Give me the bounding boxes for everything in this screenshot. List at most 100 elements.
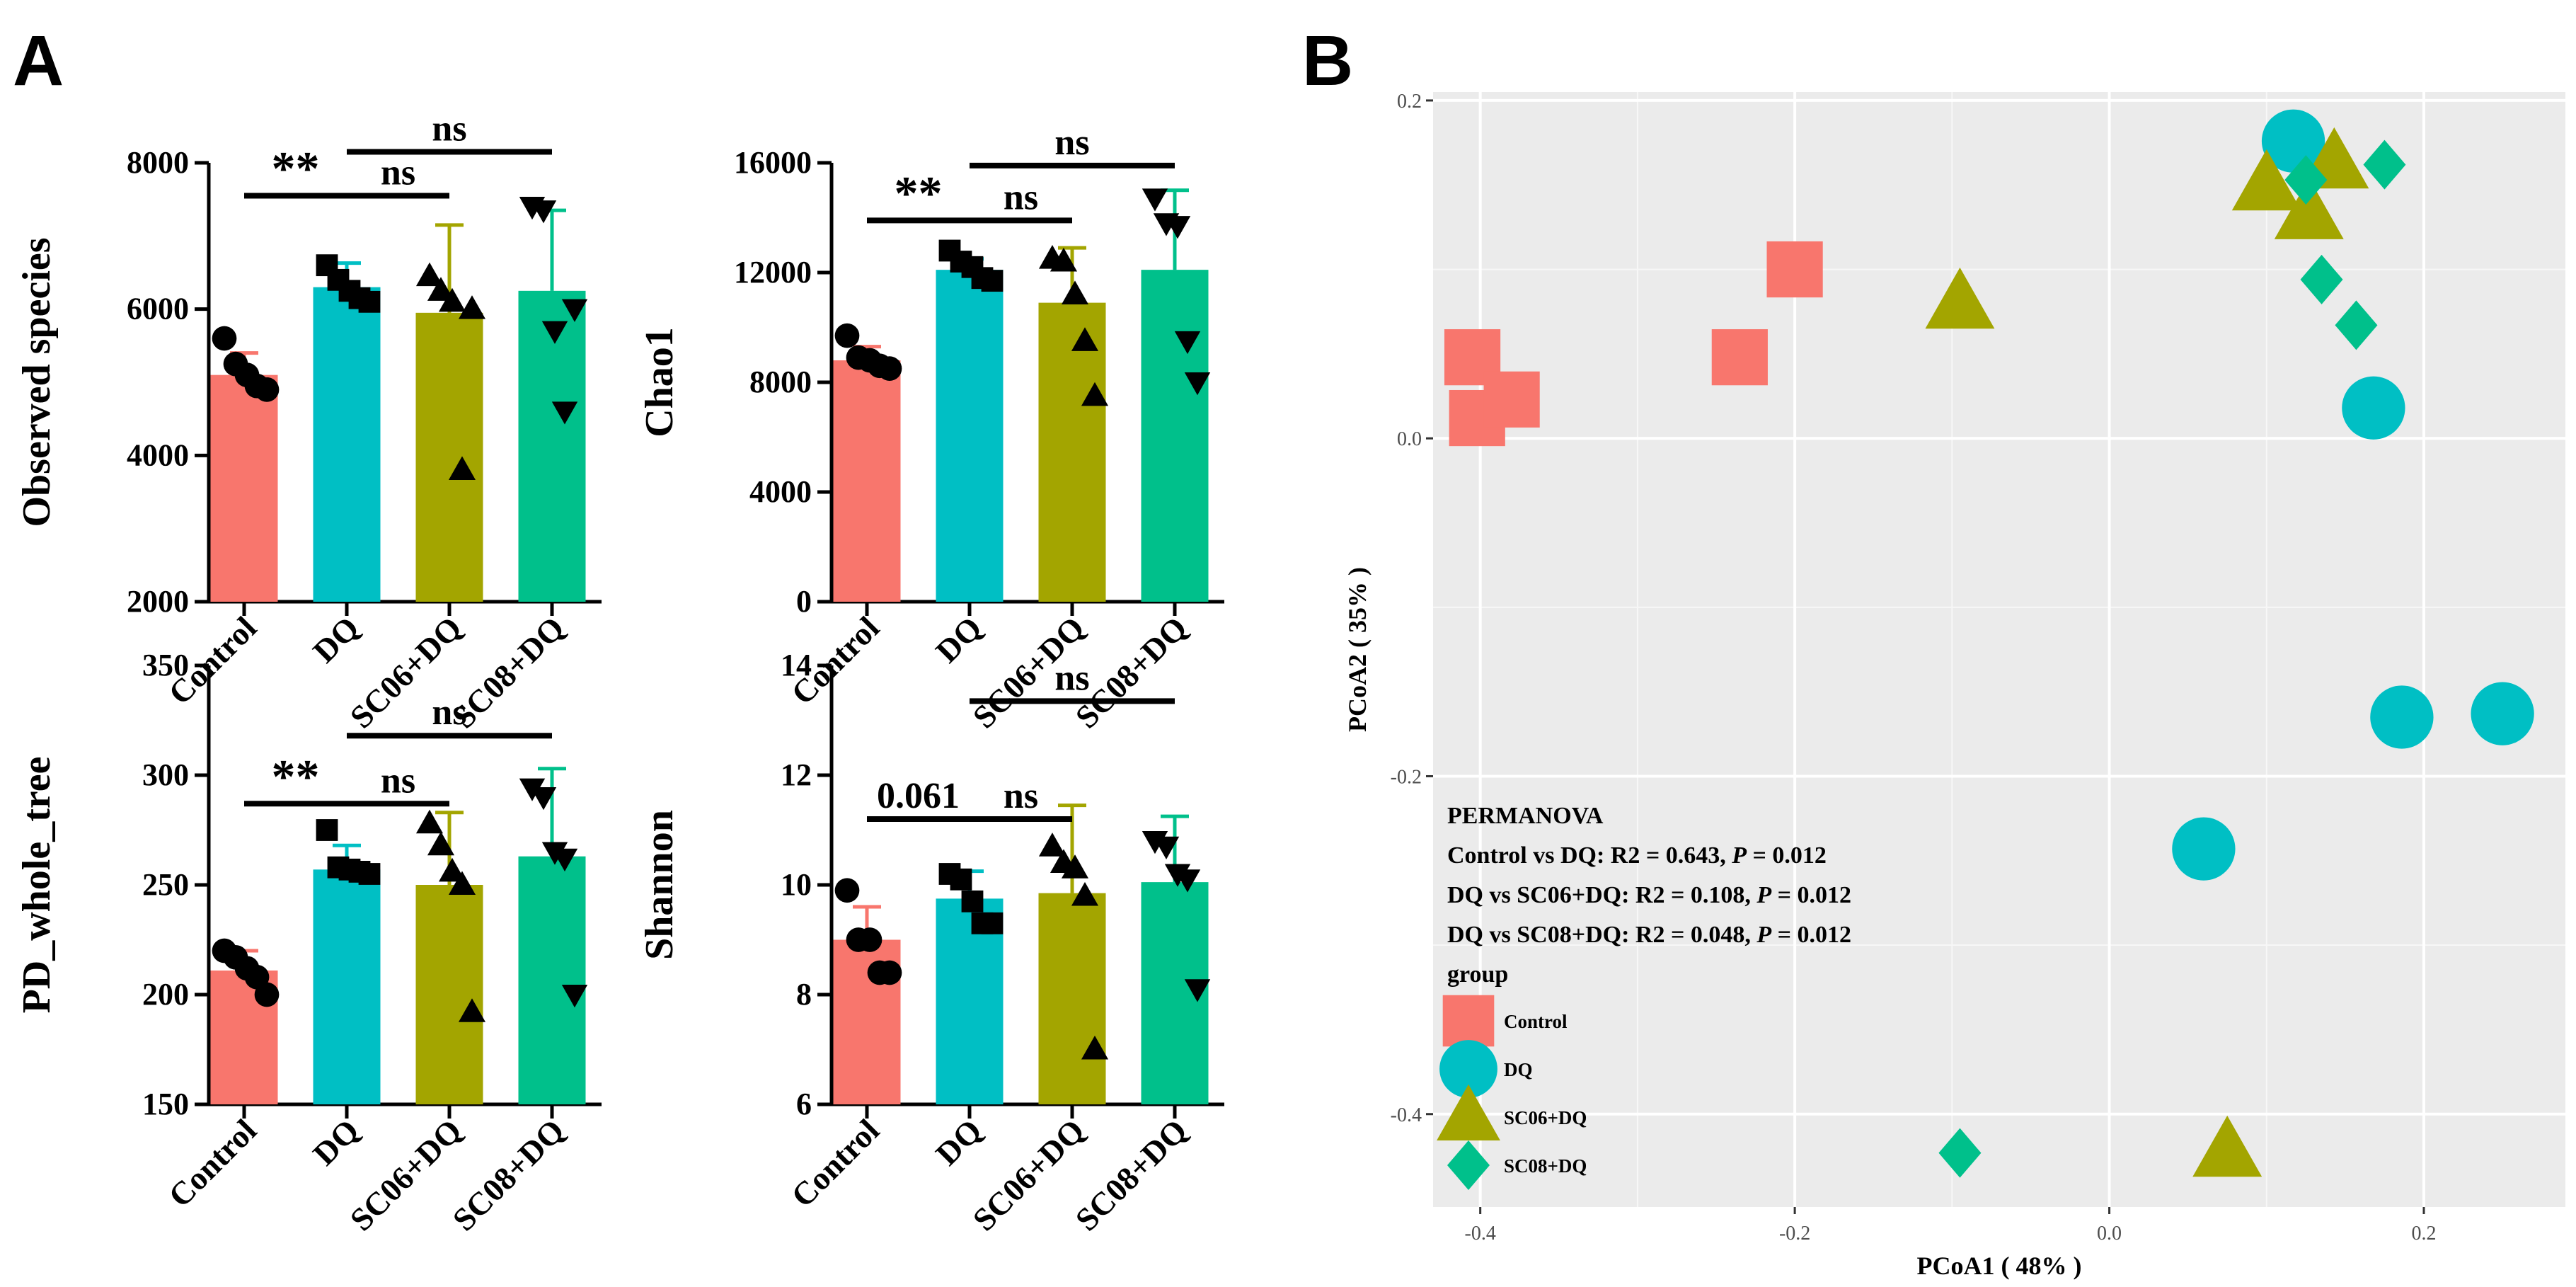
y-tick-label: 8000 [127, 145, 189, 180]
y-axis-label: Shannon [638, 810, 682, 960]
data-point [961, 890, 984, 913]
significance-label: ns [381, 153, 415, 193]
data-point [1174, 869, 1201, 893]
x-tick-label: SC08+DQ [1069, 1112, 1194, 1237]
data-point [254, 377, 280, 402]
data-point [834, 878, 860, 903]
significance-label: ** [272, 749, 320, 803]
data-point [1174, 331, 1201, 355]
data-point [1081, 1035, 1109, 1060]
bar [415, 885, 483, 1104]
y-tick-label: 0 [796, 584, 812, 619]
data-point [551, 401, 578, 425]
bar [1141, 270, 1209, 602]
bar [313, 869, 381, 1104]
x-tick-label: -0.4 [1465, 1223, 1496, 1245]
significance-label: ns [432, 109, 466, 149]
significance-label: 0.061 [877, 776, 960, 816]
data-point [1184, 979, 1211, 1002]
scatter-point [2335, 300, 2378, 350]
data-point [1061, 854, 1089, 879]
panel-label-a: A [13, 21, 64, 101]
legend-key [1437, 1084, 1500, 1140]
scatter-point [1925, 267, 1995, 329]
significance-label: ns [1004, 776, 1038, 816]
data-point [448, 871, 476, 895]
data-point [316, 819, 338, 841]
panel-label-b: B [1302, 21, 1353, 101]
scatter-point [1483, 371, 1540, 428]
scatter-point [2300, 254, 2343, 304]
significance-label: ns [1054, 658, 1089, 698]
data-point [1164, 216, 1191, 239]
data-point [551, 848, 578, 871]
x-tick-label: 0.2 [2412, 1223, 2437, 1245]
data-point [438, 287, 466, 312]
x-tick-label: DQ [928, 1112, 989, 1172]
series-dq [2172, 109, 2534, 881]
y-tick-label: 200 [142, 977, 189, 1012]
data-point [212, 326, 237, 351]
x-tick-label: SC08+DQ [446, 1112, 571, 1237]
data-point [1153, 836, 1180, 859]
annotation-line: DQ vs SC08+DQ: R2 = 0.048, P = 0.012 [1447, 922, 1851, 948]
annotation-line: Control vs DQ: R2 = 0.643, P = 0.012 [1447, 842, 1827, 869]
x-tick-label: 0.0 [2097, 1223, 2122, 1245]
scatter-point [2231, 149, 2301, 211]
data-point [1142, 188, 1168, 212]
bar [415, 312, 483, 602]
bar [313, 287, 381, 602]
data-point [1061, 280, 1089, 304]
data-point [950, 868, 972, 891]
y-tick-label: 6 [796, 1087, 812, 1121]
bar [518, 290, 586, 602]
scatter-point [2363, 139, 2406, 190]
data-point [1071, 881, 1099, 906]
significance-label: ns [381, 760, 415, 801]
significance-label: ** [272, 142, 320, 195]
x-tick-label: SC06+DQ [966, 1112, 1091, 1237]
y-tick-label: 0.0 [1397, 428, 1422, 450]
significance-label: ns [432, 692, 466, 733]
data-point [358, 290, 381, 313]
y-tick-label: 8 [796, 977, 812, 1012]
data-point [458, 295, 486, 319]
y-axis-label: PD_whole_tree [15, 757, 59, 1014]
legend-label: DQ [1504, 1059, 1533, 1080]
plot-background [1433, 92, 2565, 1207]
y-tick-label: 14 [781, 648, 812, 682]
x-tick-label: Control [784, 1112, 886, 1214]
data-point [1081, 382, 1109, 406]
data-point [561, 985, 588, 1008]
data-point [834, 323, 860, 348]
bar [936, 270, 1004, 602]
y-tick-label: 150 [142, 1087, 189, 1121]
y-tick-label: 2000 [127, 584, 189, 619]
y-tick-label: 0.2 [1397, 91, 1422, 113]
data-point [981, 912, 1004, 934]
y-axis-label: PCoA2 ( 35% ) [1343, 567, 1372, 732]
data-point [877, 356, 902, 381]
y-axis-label: Chao1 [638, 327, 682, 437]
data-point [427, 831, 455, 856]
y-tick-label: 12000 [734, 255, 812, 290]
scatter-point [2284, 155, 2328, 205]
bar [1038, 302, 1106, 602]
data-point [458, 998, 486, 1022]
data-point [438, 857, 466, 882]
y-tick-label: 250 [142, 867, 189, 902]
y-tick-label: 6000 [127, 292, 189, 326]
data-point [1038, 833, 1066, 857]
scatter-point [2342, 376, 2405, 440]
scatter-point [2471, 682, 2534, 745]
x-axis-label: PCoA1 ( 48% ) [1917, 1252, 2082, 1280]
data-point [427, 277, 455, 301]
scatter-point [1766, 241, 1823, 298]
data-point [877, 960, 902, 985]
y-tick-label: 10 [781, 867, 812, 902]
x-tick-label: DQ [928, 610, 989, 670]
bar [833, 360, 901, 602]
scatter-point [1938, 1128, 1982, 1178]
